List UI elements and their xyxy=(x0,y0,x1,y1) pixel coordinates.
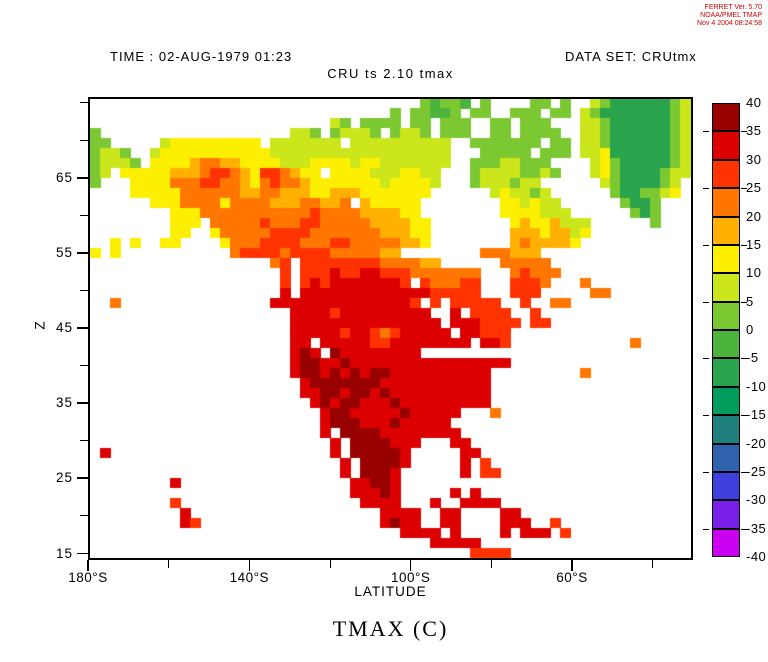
y-major-tick xyxy=(77,402,88,404)
y-major-tick xyxy=(77,327,88,329)
colorbar-dash-right xyxy=(741,301,747,303)
colorbar-tick-label: -30 xyxy=(746,492,767,508)
colorbar-tick-label: -35 xyxy=(746,520,767,536)
ferret-credit: FERRET Ver. 5.70 NOAA/PMEL TMAP Nov 4 20… xyxy=(697,4,762,28)
colorbar-tick-label: 35 xyxy=(746,123,762,139)
colorbar-dash-left xyxy=(703,301,709,303)
y-tick-label: 55 xyxy=(55,245,73,261)
y-tick-label: 45 xyxy=(55,320,73,336)
y-tick-label: 25 xyxy=(55,470,73,486)
colorbar-dash-left xyxy=(703,471,709,473)
colorbar-band xyxy=(712,471,740,501)
colorbar-tick-label: -5 xyxy=(746,350,759,366)
colorbar-band xyxy=(712,528,740,557)
time-label: TIME : 02-AUG-1979 01:23 xyxy=(110,49,293,64)
y-major-tick xyxy=(77,477,88,479)
colorbar-dash-right xyxy=(741,244,747,246)
colorbar-dash-right xyxy=(741,528,747,530)
colorbar-tick-label: -25 xyxy=(746,463,767,479)
colorbar-tick-label: 20 xyxy=(746,208,762,224)
variable-title: TMAX (C) xyxy=(332,616,449,641)
colorbar-dash-right xyxy=(741,131,747,133)
colorbar-band xyxy=(712,216,740,245)
colorbar-band xyxy=(712,443,740,472)
colorbar-dash-right xyxy=(741,188,747,190)
colorbar-tick-label: -10 xyxy=(746,378,767,394)
x-major-tick xyxy=(87,560,89,571)
x-major-tick xyxy=(571,560,573,571)
x-minor-tick xyxy=(652,560,654,568)
dataset-label: DATA SET: CRUtmx xyxy=(565,49,697,64)
y-major-tick xyxy=(77,177,88,179)
colorbar-tick-label: 25 xyxy=(746,180,762,196)
y-tick-label: 65 xyxy=(55,170,73,186)
colorbar-tick-label: 10 xyxy=(746,265,762,281)
colorbar-band xyxy=(712,330,740,359)
colorbar-band xyxy=(712,358,740,387)
x-tick-label: 100°S xyxy=(390,570,431,585)
x-tick-label: 180°S xyxy=(68,570,108,585)
y-minor-tick xyxy=(80,515,88,516)
colorbar-tick-label: 15 xyxy=(746,236,762,252)
colorbar-band xyxy=(712,131,740,160)
y-minor-tick xyxy=(80,439,88,441)
colorbar-dash-right xyxy=(741,471,747,473)
x-axis-label: LATITUDE xyxy=(354,584,427,599)
colorbar-dash-right xyxy=(741,415,747,417)
colorbar-tick-label: 30 xyxy=(746,151,762,167)
colorbar-band xyxy=(712,159,740,189)
ferret-credit-line1: FERRET Ver. 5.70 xyxy=(704,4,762,11)
y-minor-tick xyxy=(80,102,88,104)
x-minor-tick xyxy=(329,560,331,568)
colorbar-tick-label: 0 xyxy=(746,322,754,337)
x-major-tick xyxy=(409,560,412,571)
colorbar-band xyxy=(712,415,740,444)
colorbar-dash-left xyxy=(703,415,709,417)
colorbar-band xyxy=(712,188,740,217)
colorbar-tick-label: -40 xyxy=(746,549,767,564)
colorbar-band xyxy=(712,500,740,529)
y-tick-label: 15 xyxy=(55,545,73,561)
y-minor-tick xyxy=(80,139,88,141)
colorbar-tick-label: -15 xyxy=(746,407,767,423)
y-tick-label: 35 xyxy=(55,395,73,411)
colorbar-tick-label: 40 xyxy=(746,95,762,110)
ferret-credit-line2: NOAA/PMEL TMAP xyxy=(700,12,762,19)
y-major-tick xyxy=(77,252,88,254)
colorbar-band xyxy=(712,103,740,132)
x-minor-tick xyxy=(490,560,492,568)
y-major-tick xyxy=(77,552,88,555)
y-minor-tick xyxy=(80,214,88,216)
x-major-tick xyxy=(248,560,251,571)
colorbar-band xyxy=(712,386,740,416)
x-tick-label: 60°S xyxy=(556,570,588,585)
colorbar-dash-left xyxy=(703,528,709,530)
colorbar-band xyxy=(712,301,740,330)
map-canvas xyxy=(90,99,691,558)
colorbar-dash-left xyxy=(703,188,709,190)
plot-title: CRU ts 2.10 tmax xyxy=(327,66,454,81)
colorbar-dash-left xyxy=(703,131,709,133)
colorbar-dash-left xyxy=(703,244,709,246)
x-minor-tick xyxy=(168,560,170,568)
y-minor-tick xyxy=(80,364,88,366)
colorbar-dash-left xyxy=(703,358,709,360)
colorbar-dash-right xyxy=(741,358,747,360)
y-minor-tick xyxy=(80,289,88,291)
colorbar-band xyxy=(712,273,740,302)
x-tick-label: 140°S xyxy=(229,570,270,585)
colorbar-band xyxy=(712,244,740,274)
colorbar-tick-label: -20 xyxy=(746,435,767,451)
plot-frame xyxy=(88,97,693,560)
ferret-credit-line3: Nov 4 2004 08:24:58 xyxy=(697,20,762,27)
colorbar-tick-label: 5 xyxy=(746,293,754,309)
